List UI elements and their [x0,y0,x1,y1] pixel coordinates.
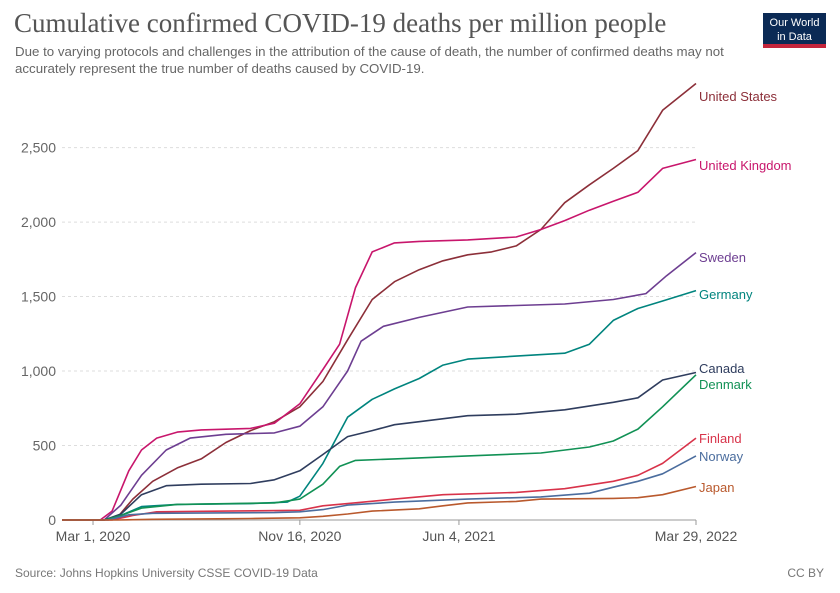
y-tick-label: 500 [33,438,57,454]
logo-line-1: Our World [769,17,820,29]
series-label[interactable]: Norway [699,449,744,464]
series-label[interactable]: Japan [699,480,734,495]
chart-title: Cumulative confirmed COVID-19 deaths per… [14,8,667,38]
y-tick-label: 0 [48,512,56,528]
series-label[interactable]: Germany [699,287,753,302]
series-line-united-kingdom[interactable] [62,158,697,521]
y-axis-ticks: 0 500 1,000 1,500 2,000 2,500 [21,140,56,528]
series-line-norway[interactable] [62,455,697,521]
series-line-united-states[interactable] [62,82,697,521]
series-line-germany[interactable] [62,289,697,521]
series-lines [62,82,697,521]
gridlines [62,147,696,447]
series-label[interactable]: Finland [699,431,742,446]
x-tick-label: Nov 16, 2020 [258,528,341,544]
x-tick-label: Mar 1, 2020 [56,528,131,544]
owid-logo[interactable]: Our World in Data [763,13,826,48]
series-line-japan[interactable] [62,485,697,521]
x-tick-label: Jun 4, 2021 [422,528,495,544]
series-label[interactable]: United Kingdom [699,158,792,173]
y-tick-label: 2,500 [21,140,56,156]
series-line-denmark[interactable] [62,374,697,521]
chart-subtitle: Due to varying protocols and challenges … [15,44,724,76]
series-line-sweden[interactable] [62,251,697,521]
series-line-canada[interactable] [62,371,697,521]
source-note: Source: Johns Hopkins University CSSE CO… [15,566,318,580]
x-tick-label: Mar 29, 2022 [655,528,738,544]
series-label[interactable]: United States [699,89,778,104]
license-link[interactable]: CC BY [787,566,824,580]
x-axis: Mar 1, 2020 Nov 16, 2020 Jun 4, 2021 Mar 29… [56,519,738,544]
y-tick-label: 1,500 [21,289,56,305]
y-tick-label: 1,000 [21,363,56,379]
series-label[interactable]: Denmark [699,377,752,392]
logo-line-2: in Data [777,31,812,43]
series-label[interactable]: Sweden [699,250,746,265]
y-tick-label: 2,000 [21,214,56,230]
series-label[interactable]: Canada [699,361,745,376]
series-labels: United States United Kingdom Sweden Germany… [699,89,792,495]
